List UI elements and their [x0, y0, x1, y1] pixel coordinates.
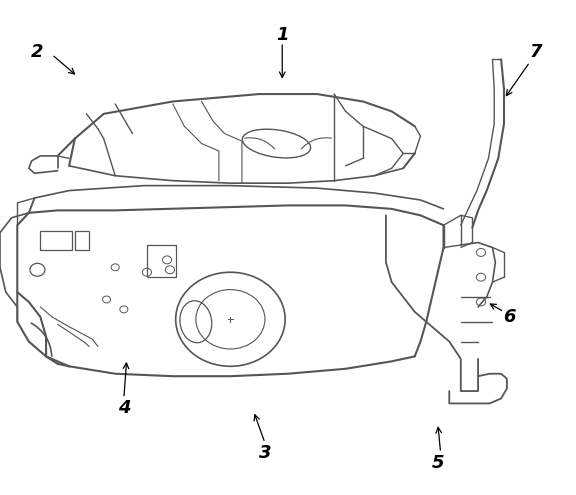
Text: 6: 6 — [503, 308, 516, 326]
Text: 1: 1 — [276, 26, 289, 44]
Text: 3: 3 — [259, 444, 271, 462]
Text: 4: 4 — [118, 399, 130, 417]
Text: 2: 2 — [31, 43, 44, 61]
Text: 7: 7 — [529, 43, 542, 61]
Text: 5: 5 — [431, 454, 444, 472]
